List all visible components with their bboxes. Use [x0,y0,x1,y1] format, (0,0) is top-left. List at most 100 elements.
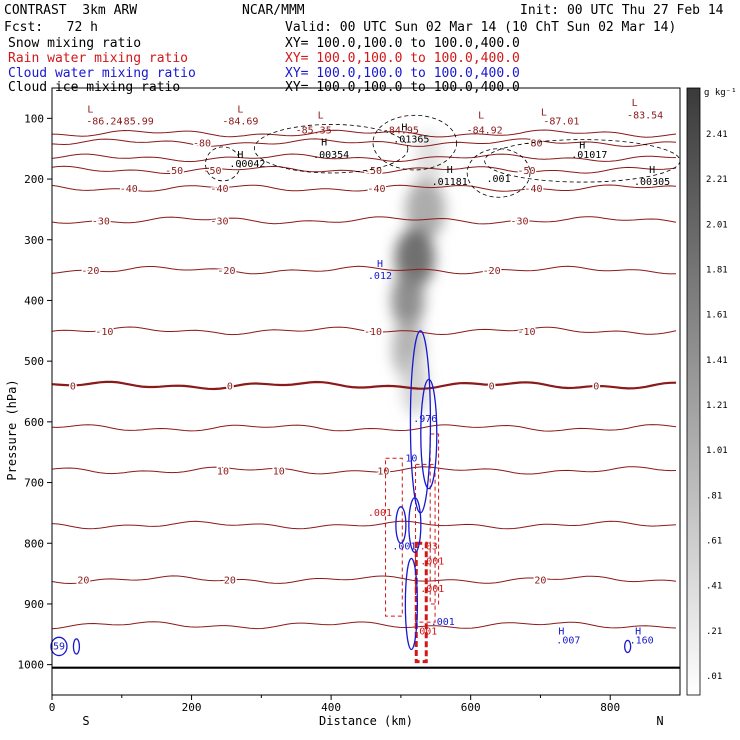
forecast-hour: Fcst: 72 h [4,20,98,35]
extremum-label-17: .00354 [313,150,349,161]
y-tick-label-8: 900 [24,598,44,611]
extremum-label-27: H [377,259,383,270]
extremum-label-0: L [87,104,93,115]
temperature-contour-0 [51,129,677,138]
extremum-label-37: .001 [413,626,437,637]
x-tick-label-2: 400 [321,701,341,714]
colorbar-tick-9: .61 [706,537,722,547]
extremum-label-40: H [635,626,641,637]
extremum-label-38: H [558,626,564,637]
contour-label-1-0: -80 [193,139,211,150]
extremum-label-24: .001 [487,174,511,185]
contour-label-12-1: 20 [224,576,236,587]
x-axis-title: Distance (km) [319,714,413,728]
extremum-label-6: -85.35 [296,126,332,137]
x-end-label-north: N [656,714,663,728]
plot-frame [51,87,681,696]
extremum-label-42: 59 [53,641,65,652]
field-xy-snow: XY= 100.0,100.0 to 100.0,400.0 [285,36,520,51]
cloud-water-contour-1 [420,378,438,490]
temperature-contour-1 [51,138,677,147]
x-tick-label-0: 0 [49,701,56,714]
temperature-contour-3 [51,165,677,174]
contour-label-5-2: -30 [510,216,528,227]
colorbar-unit: g kg⁻¹ [704,88,737,98]
cloud-water-contour-7 [624,639,632,654]
colorbar [686,87,701,696]
contour-label-4-3: -40 [524,184,542,195]
contour-label-12-0: 20 [77,576,89,587]
temperature-contour-2 [51,153,677,163]
extremum-label-2: -85.99 [118,116,154,127]
colorbar-tick-2: 2.01 [706,220,728,230]
colorbar-tick-4: 1.61 [706,311,728,321]
cloud-ice-contour-0 [253,124,409,174]
field-xy-cloud-water: XY= 100.0,100.0 to 100.0,400.0 [285,66,520,81]
extremum-label-41: .160 [630,635,654,646]
contour-label-10-1: 10 [273,466,285,477]
extremum-label-34: .001 [420,556,444,567]
field-xy-rain: XY= 100.0,100.0 to 100.0,400.0 [285,51,520,66]
x-tick-label-4: 800 [600,701,620,714]
colorbar-tick-12: .01 [706,672,722,682]
y-axis-title: Pressure (hPa) [5,379,19,480]
extremum-label-14: H [401,122,407,133]
extremum-label-26: .00305 [634,177,670,188]
extremum-label-32: .001 [392,541,416,552]
extremum-label-25: H [649,165,655,176]
contour-label-3-0: -50 [165,166,183,177]
snow-plume-segment-5 [401,355,428,416]
colorbar-tick-11: .21 [706,627,722,637]
extremum-label-19: .00042 [229,159,265,170]
plot-title: CONTRAST 3km ARW [4,3,138,18]
rain-core-contour [414,541,428,664]
extremum-label-39: .007 [556,635,580,646]
snow-plume-segment-1 [405,179,446,240]
temperature-contour-8 [51,380,677,391]
extremum-label-30: 10 [405,453,417,464]
x-tick-label-3: 600 [461,701,481,714]
cloud-water-contour-6 [72,638,81,655]
y-tick-label-3: 400 [24,294,44,307]
institution-label: NCAR/MMM [242,3,305,18]
temperature-contour-7 [51,326,677,336]
field-label-cloud-water: Cloud water mixing ratio [8,66,196,81]
contour-label-8-0: 0 [70,381,76,392]
cloud-water-contour-3 [395,506,407,544]
rain-contour-0 [385,457,403,617]
extremum-label-15: .01365 [393,135,429,146]
temperature-contour-10 [51,466,677,475]
extremum-label-22: H [447,165,453,176]
contour-label-3-3: -50 [517,166,535,177]
colorbar-tick-0: 2.41 [706,130,728,140]
init-time: Init: 00 UTC Thu 27 Feb 14 [520,3,724,18]
contour-label-10-2: 10 [377,466,389,477]
extremum-label-23: .01181 [432,177,468,188]
temperature-contour-9 [51,424,677,432]
extremum-label-11: -87.01 [543,116,579,127]
field-label-snow: Snow mixing ratio [8,36,142,51]
colorbar-tick-7: 1.01 [706,446,728,456]
cloud-ice-contour-1 [372,114,458,171]
contour-label-6-2: -20 [483,266,501,277]
extremum-label-8: L [478,110,484,121]
contour-label-6-0: -20 [81,266,99,277]
contour-label-5-0: -30 [92,216,110,227]
y-tick-label-9: 1000 [18,659,45,672]
contour-label-8-1: 0 [227,381,233,392]
y-tick-label-6: 700 [24,477,44,490]
contour-label-8-2: 0 [489,381,495,392]
cloud-water-contour-4 [404,557,419,651]
contour-label-8-3: 0 [593,381,599,392]
cloud-ice-contour-2 [466,148,531,198]
cloud-water-contour-5 [50,636,68,657]
extremum-label-13: -83.54 [627,110,663,121]
contour-label-7-1: -10 [364,327,382,338]
temperature-contour-5 [51,216,677,225]
temperature-contour-6 [51,265,677,275]
contour-label-1-1: -80 [524,139,542,150]
contour-label-12-2: 20 [534,576,546,587]
extremum-label-9: -84.92 [467,126,503,137]
extremum-label-33: .03 [420,541,438,552]
